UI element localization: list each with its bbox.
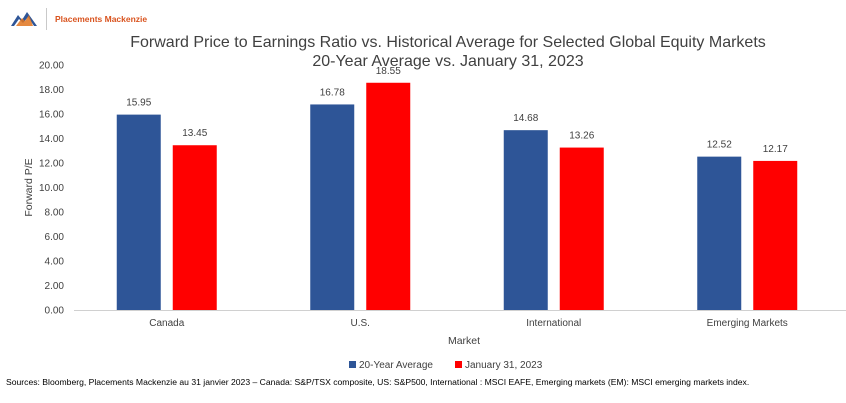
bar-20-year-average-emerging-markets [697, 156, 742, 310]
y-tick-label: 6.00 [45, 232, 65, 243]
sources-footnote: Sources: Bloomberg, Placements Mackenzie… [6, 377, 750, 387]
bar-20-year-average-u-s [310, 104, 355, 310]
y-tick-label: 14.00 [39, 134, 64, 145]
brand-header: Placements Mackenzie [10, 6, 147, 32]
bars: 15.95 13.45 16.78 18.55 14.68 13.26 12.52 12.17 [116, 66, 798, 310]
x-tick-label-canada: Canada [149, 318, 184, 329]
brand-name: Placements Mackenzie [55, 14, 148, 24]
chart-subtitle: 20-Year Average vs. January 31, 2023 [312, 53, 583, 70]
y-tick-label: 12.00 [39, 159, 64, 170]
chart-title: Forward Price to Earnings Ratio vs. Hist… [130, 34, 766, 51]
data-label-january-31-2023-canada: 13.45 [182, 128, 207, 139]
bar-20-year-average-canada [116, 114, 161, 310]
x-tick-label-emerging-markets: Emerging Markets [707, 318, 788, 329]
bar-20-year-average-international [503, 130, 548, 310]
y-axis: 0.00 2.00 4.00 6.00 8.00 10.00 12.00 14.00 16.00… [39, 61, 64, 317]
brand-divider [46, 8, 47, 30]
y-tick-label: 4.00 [45, 257, 65, 268]
legend: 20-Year Average January 31, 2023 [349, 360, 543, 371]
mountain-logo-icon [11, 12, 37, 26]
x-axis: Canada U.S. International Emerging Markets [149, 318, 788, 329]
x-tick-label-u-s: U.S. [351, 318, 370, 329]
y-tick-label: 2.00 [45, 281, 65, 292]
bar-january-31-2023-international [559, 147, 604, 310]
y-tick-label: 8.00 [45, 208, 65, 219]
y-tick-label: 20.00 [39, 61, 64, 72]
data-label-january-31-2023-u-s: 18.55 [376, 66, 401, 77]
y-tick-label: 10.00 [39, 183, 64, 194]
y-axis-title: Forward P/E [23, 158, 35, 216]
bar-january-31-2023-emerging-markets [753, 160, 798, 310]
legend-label-20-year-average: 20-Year Average [359, 360, 433, 371]
data-label-20-year-average-u-s: 16.78 [320, 87, 345, 98]
data-label-20-year-average-emerging-markets: 12.52 [707, 140, 732, 151]
data-label-january-31-2023-emerging-markets: 12.17 [763, 144, 788, 155]
x-axis-title: Market [448, 335, 480, 347]
y-tick-label: 0.00 [45, 306, 65, 317]
x-tick-label-international: International [526, 318, 581, 329]
y-tick-label: 16.00 [39, 110, 64, 121]
bar-january-31-2023-canada [172, 145, 217, 310]
y-tick-label: 18.00 [39, 85, 64, 96]
data-label-20-year-average-canada: 15.95 [126, 98, 151, 109]
data-label-20-year-average-international: 14.68 [513, 113, 538, 124]
bar-january-31-2023-u-s [366, 82, 411, 310]
legend-swatch-20-year-average [349, 361, 356, 368]
legend-swatch-january-31-2023 [455, 361, 462, 368]
legend-label-january-31-2023: January 31, 2023 [465, 360, 543, 371]
data-label-january-31-2023-international: 13.26 [569, 131, 594, 142]
